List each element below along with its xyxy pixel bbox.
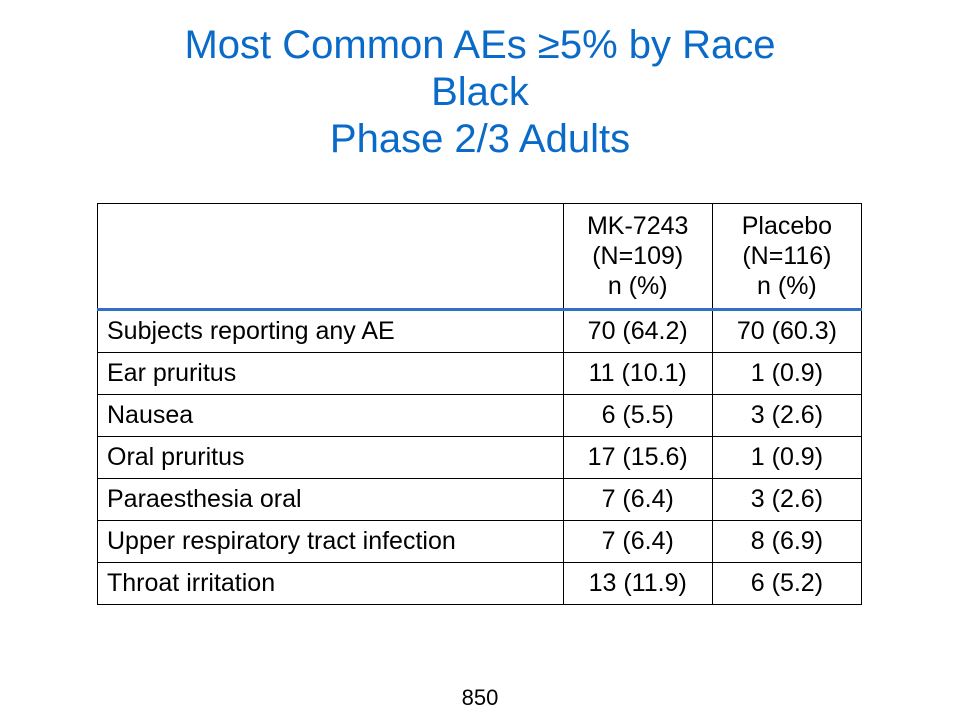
row-value-placebo: 70 (60.3) xyxy=(711,309,863,353)
header-mk7243-n: (N=109) xyxy=(592,242,684,270)
row-label: Ear pruritus xyxy=(97,352,564,395)
row-label: Upper respiratory tract infection xyxy=(97,520,564,563)
table-row: Ear pruritus 11 (10.1) 1 (0.9) xyxy=(97,352,863,395)
header-mk7243-name: MK-7243 xyxy=(586,212,689,240)
header-placebo: Placebo (N=116) n (%) xyxy=(711,203,863,311)
slide-title: Most Common AEs ≥5% by Race Black Phase … xyxy=(0,22,960,163)
row-value-mk7243: 13 (11.9) xyxy=(562,562,713,605)
table-row: Subjects reporting any AE 70 (64.2) 70 (… xyxy=(97,309,863,353)
row-label: Throat irritation xyxy=(97,562,564,605)
table-row: Paraesthesia oral 7 (6.4) 3 (2.6) xyxy=(97,478,863,521)
row-value-mk7243: 7 (6.4) xyxy=(562,478,713,521)
header-blank-cell xyxy=(97,203,564,311)
row-label: Oral pruritus xyxy=(97,436,564,479)
title-line-2: Black xyxy=(431,70,529,114)
row-value-placebo: 8 (6.9) xyxy=(711,520,863,563)
row-label: Paraesthesia oral xyxy=(97,478,564,521)
table-header-row: MK-7243 (N=109) n (%) Placebo (N=116) n … xyxy=(97,203,863,311)
table-row: Oral pruritus 17 (15.6) 1 (0.9) xyxy=(97,436,863,479)
header-placebo-name: Placebo xyxy=(741,212,833,240)
row-value-placebo: 3 (2.6) xyxy=(711,478,863,521)
page-number: 850 xyxy=(461,685,499,710)
row-value-mk7243: 11 (10.1) xyxy=(562,352,713,395)
header-placebo-n: (N=116) xyxy=(742,242,832,270)
table-row: Throat irritation 13 (11.9) 6 (5.2) xyxy=(97,562,863,605)
row-label: Subjects reporting any AE xyxy=(97,309,564,353)
row-value-placebo: 1 (0.9) xyxy=(711,436,863,479)
row-value-placebo: 3 (2.6) xyxy=(711,394,863,437)
row-value-mk7243: 6 (5.5) xyxy=(562,394,713,437)
row-value-placebo: 1 (0.9) xyxy=(711,352,863,395)
row-label: Nausea xyxy=(97,394,564,437)
title-line-3: Phase 2/3 Adults xyxy=(329,117,631,161)
row-value-placebo: 6 (5.2) xyxy=(711,562,863,605)
row-value-mk7243: 7 (6.4) xyxy=(562,520,713,563)
header-mk7243: MK-7243 (N=109) n (%) xyxy=(562,203,713,311)
header-mk7243-unit: n (%) xyxy=(607,272,668,300)
row-value-mk7243: 70 (64.2) xyxy=(562,309,713,353)
header-placebo-unit: n (%) xyxy=(757,272,817,300)
title-line-1: Most Common AEs ≥5% by Race xyxy=(184,23,776,67)
adverse-events-table: MK-7243 (N=109) n (%) Placebo (N=116) n … xyxy=(97,203,863,605)
table-row: Nausea 6 (5.5) 3 (2.6) xyxy=(97,394,863,437)
table-row: Upper respiratory tract infection 7 (6.4… xyxy=(97,520,863,563)
row-value-mk7243: 17 (15.6) xyxy=(562,436,713,479)
